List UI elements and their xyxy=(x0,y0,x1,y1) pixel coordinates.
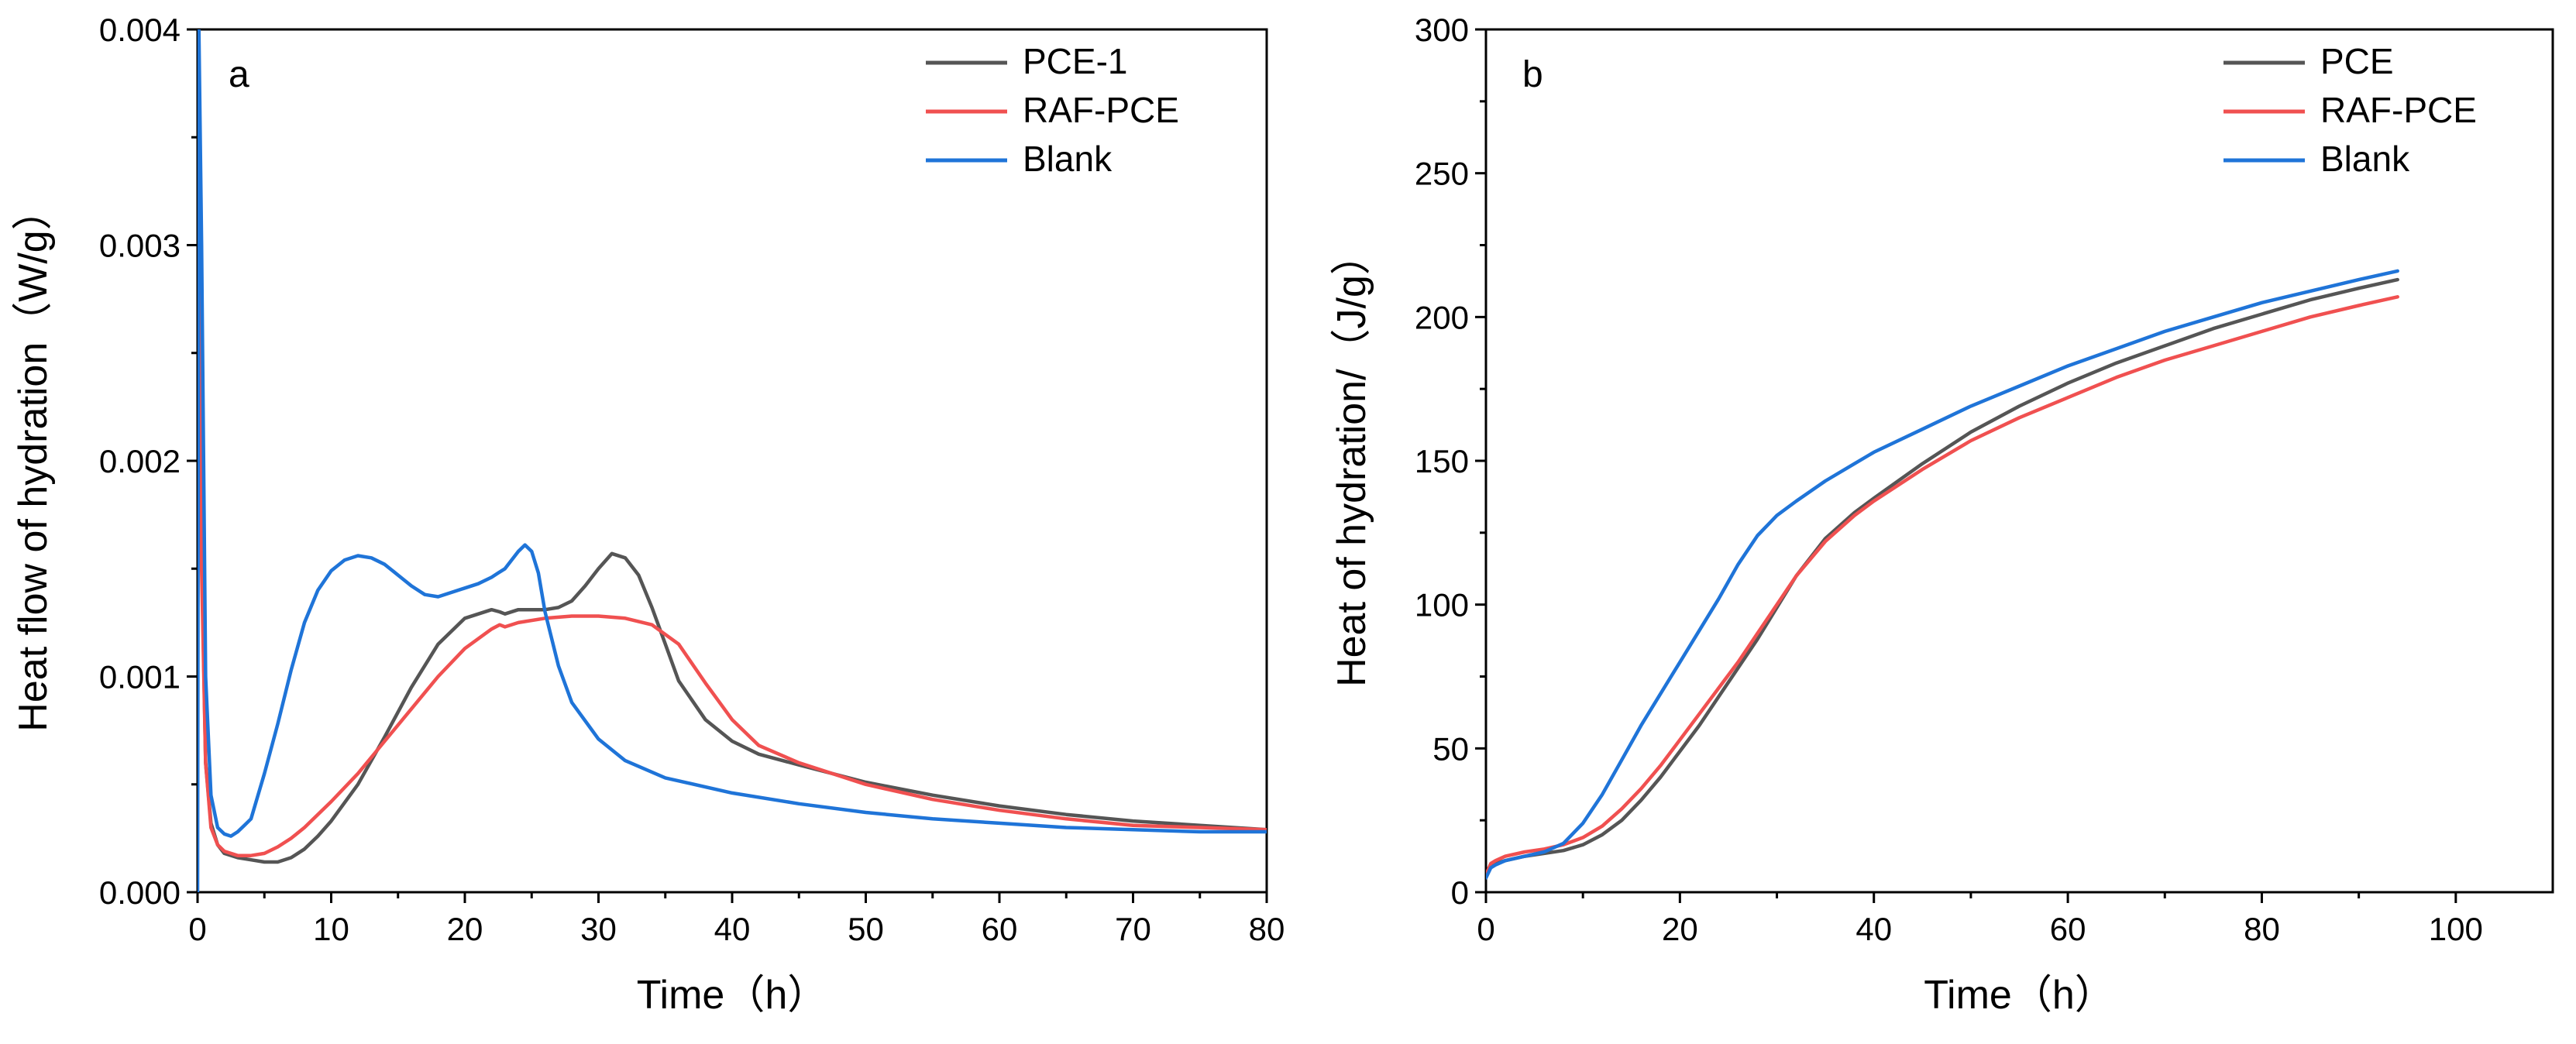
x-tick-label: 40 xyxy=(1855,911,1892,947)
legend-label: PCE xyxy=(2320,41,2394,81)
series-line-pce-1 xyxy=(198,29,1267,864)
y-tick-label: 0.000 xyxy=(99,874,181,911)
chart-panel-a: 0.000 0.001 0.002 0.003 0.004 0 10 20 30 40 50 60 70… xyxy=(11,12,1285,1018)
panel-label: b xyxy=(1522,54,1543,95)
x-tick-label: 20 xyxy=(447,911,483,947)
y-tick-label: 0.004 xyxy=(99,12,181,48)
x-tick-label: 50 xyxy=(848,911,884,947)
y-tick-label: 0.001 xyxy=(99,659,181,695)
y-tick-label: 200 xyxy=(1415,299,1469,335)
x-tick-label: 80 xyxy=(2244,911,2280,947)
y-tick-label: 250 xyxy=(1415,156,1469,192)
x-axis-title: Time（h） xyxy=(1924,973,2115,1018)
series-line-pce xyxy=(1486,277,2399,880)
x-tick-label: 30 xyxy=(580,911,617,947)
y-axis-title: Heat of hydration/（J/g） xyxy=(1329,235,1374,687)
x-tick-label: 20 xyxy=(1662,911,1698,947)
x-tick-label: 60 xyxy=(2050,911,2086,947)
y-tick-label: 0 xyxy=(1451,874,1469,911)
x-tick-label: 40 xyxy=(714,911,751,947)
x-tick-label: 80 xyxy=(1249,911,1285,947)
y-tick-label: 50 xyxy=(1432,730,1469,767)
x-tick-label: 0 xyxy=(1477,911,1494,947)
x-tick-label: 100 xyxy=(2429,911,2483,947)
y-tick-label: 0.003 xyxy=(99,228,181,264)
x-tick-label: 10 xyxy=(313,911,349,947)
panel-label: a xyxy=(229,54,249,95)
chart-panel-b: 0 50 100 150 200 250 300 0 20 40 60 80 100 Time（h） Hea… xyxy=(1329,12,2554,1018)
series-line-blank xyxy=(198,29,1267,892)
series-line-raf-pce xyxy=(1486,295,2399,877)
y-tick-label: 150 xyxy=(1415,443,1469,479)
legend-label: PCE-1 xyxy=(1023,41,1127,81)
legend-label: RAF-PCE xyxy=(1023,90,1179,130)
series-line-raf-pce xyxy=(198,29,1267,857)
series-line-blank xyxy=(1486,269,2399,880)
y-tick-label: 100 xyxy=(1415,587,1469,623)
legend-label: RAF-PCE xyxy=(2320,90,2477,130)
y-tick-label: 300 xyxy=(1415,12,1469,48)
legend-label: Blank xyxy=(1023,139,1113,179)
y-tick-label: 0.002 xyxy=(99,443,181,479)
legend-label: Blank xyxy=(2320,139,2410,179)
x-axis-title: Time（h） xyxy=(637,973,828,1018)
x-tick-label: 0 xyxy=(188,911,206,947)
x-tick-label: 60 xyxy=(982,911,1018,947)
y-axis-title: Heat flow of hydration（W/g） xyxy=(11,190,56,731)
x-tick-label: 70 xyxy=(1115,911,1151,947)
